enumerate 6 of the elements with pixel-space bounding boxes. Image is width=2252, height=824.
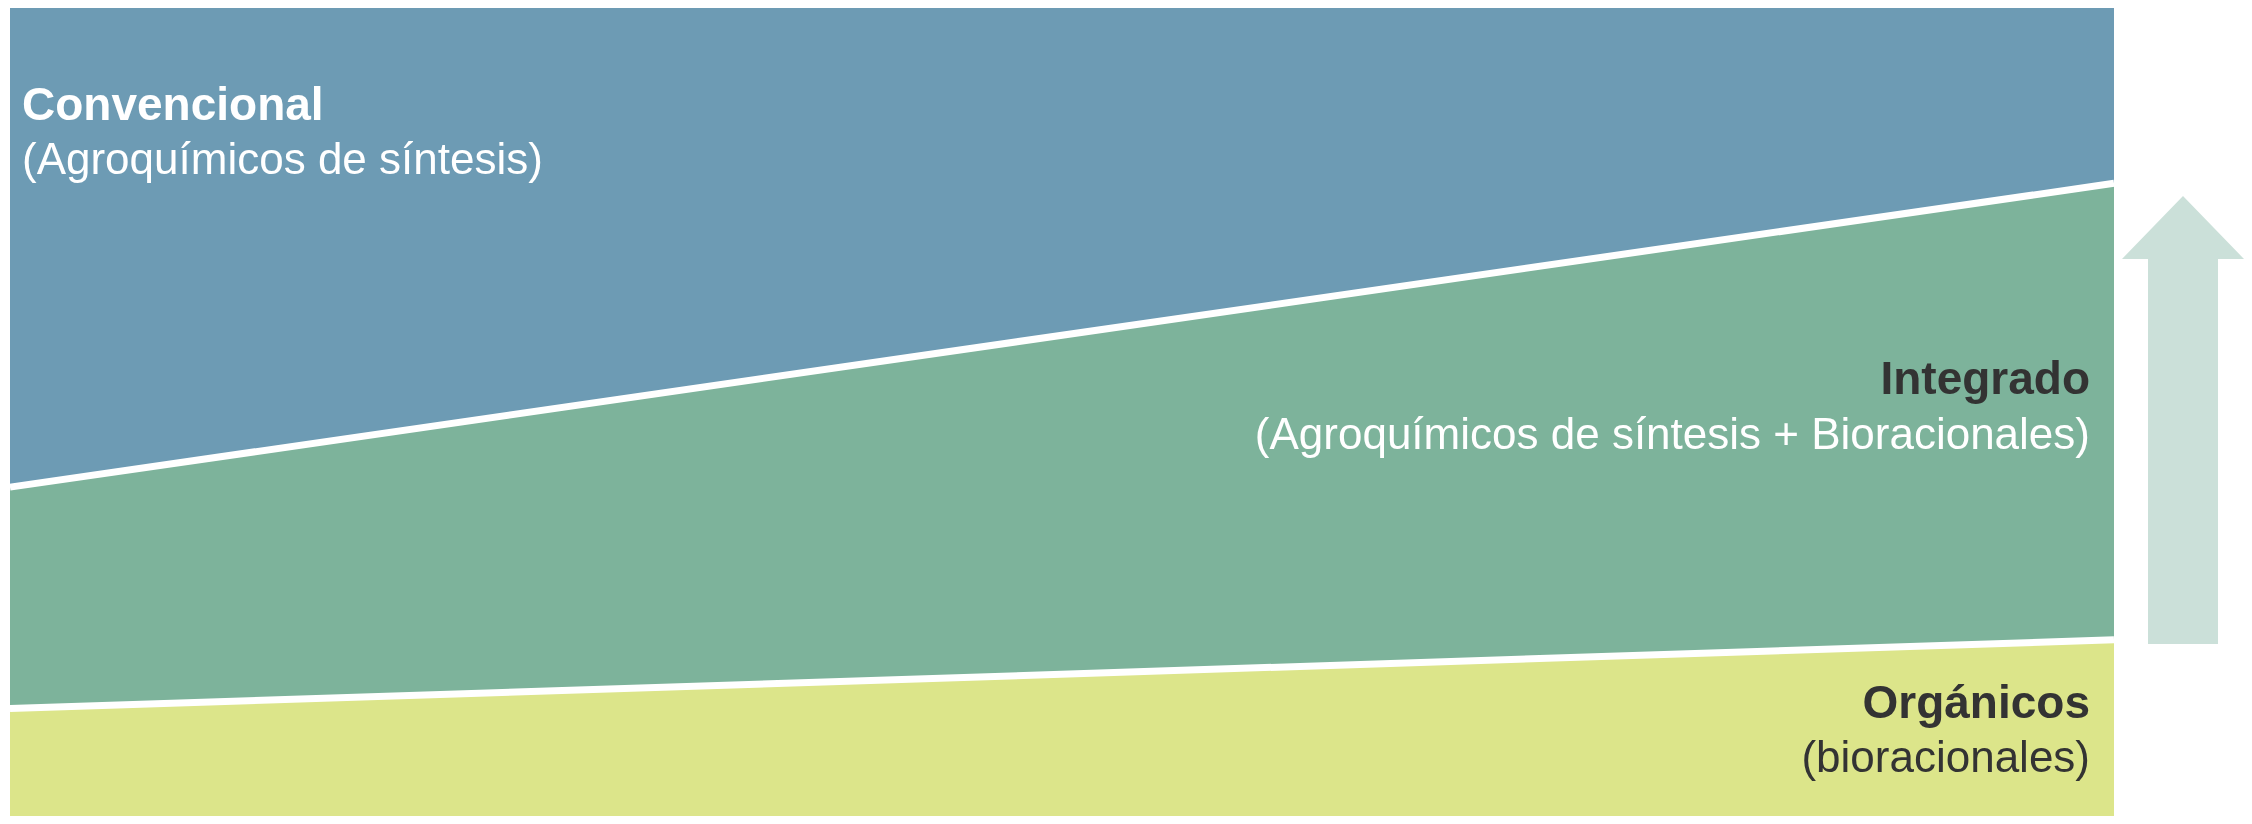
annotation: (bioracionales)	[1801, 732, 2090, 782]
annotation: (Agroquímicos de síntesis + Bioracionales)	[1254, 408, 2090, 458]
series-label: Orgánicos	[1862, 675, 2090, 728]
series-label: Integrado	[1880, 352, 2090, 405]
series-label: Convencional	[22, 77, 324, 130]
annotation: (Agroquímicos de síntesis)	[22, 134, 543, 184]
